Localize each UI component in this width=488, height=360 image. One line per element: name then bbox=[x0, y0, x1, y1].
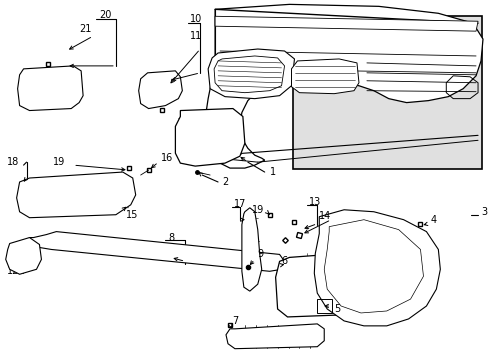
Polygon shape bbox=[26, 231, 284, 271]
Text: 19: 19 bbox=[53, 157, 65, 167]
Text: 21: 21 bbox=[79, 24, 91, 34]
Text: 12: 12 bbox=[7, 266, 19, 276]
Text: 15: 15 bbox=[125, 210, 138, 220]
Polygon shape bbox=[17, 172, 136, 218]
Polygon shape bbox=[208, 49, 294, 99]
Text: 20: 20 bbox=[99, 10, 111, 20]
Text: 13: 13 bbox=[309, 197, 321, 207]
Text: 3: 3 bbox=[480, 207, 486, 217]
Text: 5: 5 bbox=[333, 304, 340, 314]
Polygon shape bbox=[205, 4, 482, 168]
Polygon shape bbox=[18, 66, 83, 111]
Text: 8: 8 bbox=[168, 233, 174, 243]
Text: 7: 7 bbox=[231, 316, 238, 326]
Polygon shape bbox=[6, 238, 41, 274]
Polygon shape bbox=[139, 71, 182, 109]
Text: 17: 17 bbox=[233, 199, 246, 209]
Text: 1: 1 bbox=[269, 167, 275, 177]
Text: 19: 19 bbox=[251, 205, 264, 215]
Text: 6: 6 bbox=[281, 256, 287, 266]
Text: 18: 18 bbox=[7, 157, 19, 167]
Polygon shape bbox=[314, 210, 439, 326]
Text: 2: 2 bbox=[222, 177, 228, 187]
Text: 10: 10 bbox=[190, 14, 202, 24]
Polygon shape bbox=[242, 208, 261, 291]
Text: 9: 9 bbox=[257, 249, 264, 260]
Polygon shape bbox=[175, 109, 244, 166]
Bar bbox=[292, 16, 481, 169]
Text: 4: 4 bbox=[429, 215, 436, 225]
Polygon shape bbox=[215, 16, 477, 31]
Text: 14: 14 bbox=[319, 211, 331, 221]
Text: 11: 11 bbox=[190, 31, 202, 41]
Text: 16: 16 bbox=[160, 153, 172, 163]
Polygon shape bbox=[291, 59, 358, 94]
Polygon shape bbox=[225, 324, 324, 349]
Bar bbox=[317, 299, 331, 313]
Polygon shape bbox=[275, 251, 383, 317]
